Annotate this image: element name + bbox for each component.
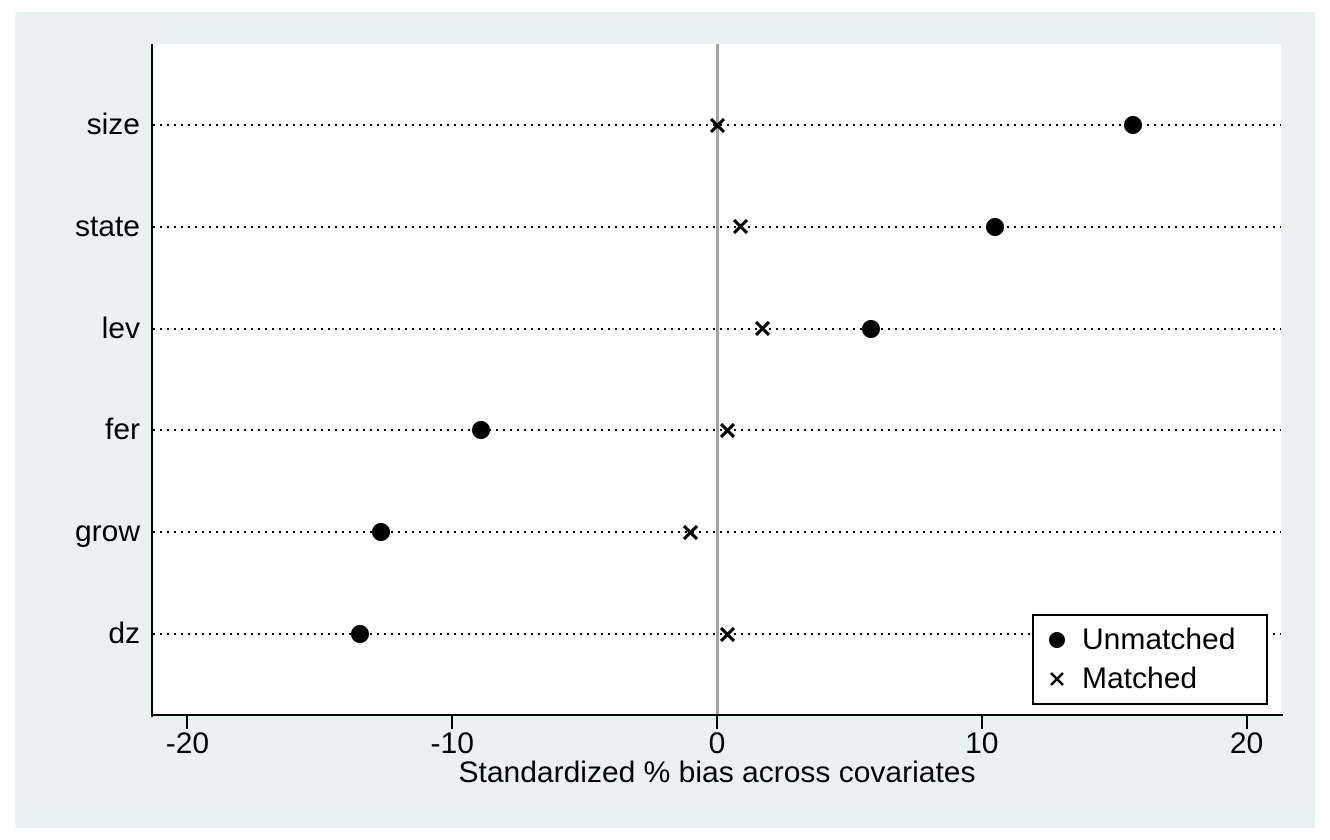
- legend-label-unmatched: Unmatched: [1082, 623, 1236, 656]
- x-tick-10: [980, 716, 983, 729]
- zero-reference-line: [715, 44, 719, 715]
- x-tick--20: [186, 716, 189, 729]
- data-point-unmatched-lev: [861, 319, 880, 338]
- data-point-matched-grow: [682, 524, 699, 541]
- x-marker-icon: [1046, 671, 1068, 687]
- data-point-unmatched-dz: [350, 625, 369, 643]
- circle-marker-icon: [1046, 632, 1068, 648]
- legend-item-unmatched: Unmatched: [1046, 624, 1266, 656]
- y-axis-label-fer: fer: [104, 413, 140, 447]
- x-tick-label--20: -20: [165, 727, 210, 760]
- legend: Unmatched Matched: [1032, 614, 1268, 705]
- x-tick-20: [1245, 716, 1248, 729]
- data-point-matched-size: [709, 117, 726, 134]
- data-point-unmatched-state: [986, 217, 1005, 236]
- data-point-matched-state: [732, 218, 749, 235]
- y-axis-label-size: size: [86, 108, 140, 141]
- data-point-unmatched-grow: [371, 523, 390, 542]
- y-axis-label-state: state: [74, 209, 140, 243]
- x-tick-0: [716, 716, 718, 729]
- data-point-matched-dz: [719, 626, 736, 643]
- data-point-matched-lev: [754, 320, 771, 337]
- data-point-matched-fer: [719, 422, 736, 439]
- x-tick-label-10: 10: [965, 727, 999, 760]
- y-axis-line: [151, 44, 153, 717]
- x-tick-label--10: -10: [430, 727, 474, 760]
- legend-item-matched: Matched: [1046, 663, 1266, 695]
- x-tick-label-20: 20: [1229, 727, 1264, 760]
- x-tick--10: [451, 716, 454, 729]
- data-point-unmatched-fer: [472, 421, 491, 440]
- x-axis-line: [151, 714, 1283, 716]
- x-tick-label-0: 0: [708, 727, 726, 760]
- y-axis-label-grow: grow: [74, 515, 140, 549]
- x-axis-title: Standardized % bias across covariates: [458, 756, 976, 789]
- y-axis-label-dz: dz: [108, 617, 140, 650]
- data-point-unmatched-size: [1123, 116, 1142, 134]
- legend-label-matched: Matched: [1082, 662, 1198, 695]
- y-axis-label-lev: lev: [101, 311, 140, 345]
